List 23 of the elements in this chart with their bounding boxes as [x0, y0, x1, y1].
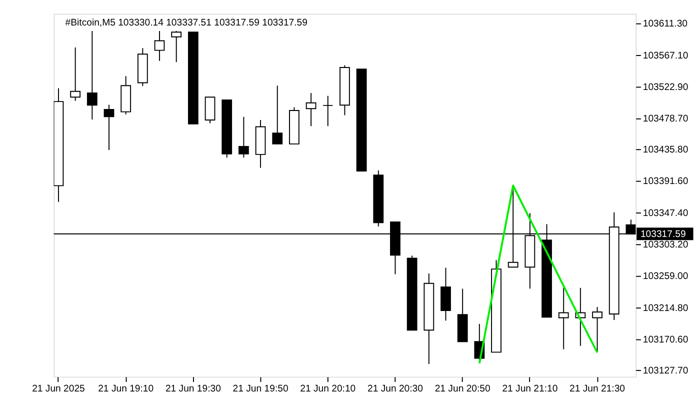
x-tick-label: 21 Jun 21:10 [502, 384, 558, 395]
y-tick-label: 103478.70 [642, 114, 688, 125]
y-tick-label: 103522.90 [642, 82, 688, 94]
y-tick-label: 103567.10 [642, 50, 688, 62]
y-tick-label: 103391.60 [642, 176, 688, 188]
x-tick-label: 21 Jun 21:30 [570, 384, 626, 395]
y-tick-label: 103435.80 [642, 144, 688, 156]
y-tick-label: 103214.80 [642, 302, 688, 314]
x-tick-label: 21 Jun 20:10 [300, 384, 356, 395]
x-tick-label: 21 Jun 20:50 [434, 384, 490, 395]
x-tick-label: 21 Jun 19:30 [165, 384, 221, 395]
y-tick-label: 103170.60 [642, 334, 688, 346]
x-tick-label: 21 Jun 19:50 [232, 384, 288, 395]
x-tick-label: 21 Jun 20:30 [367, 384, 423, 395]
y-tick-label: 103347.40 [642, 208, 688, 219]
x-tick-label: 21 Jun 19:10 [98, 384, 154, 395]
chart-title: #Bitcoin,M5 103330.14 103337.51 103317.59 103317.59 [65, 17, 308, 28]
y-tick-label: 103303.20 [642, 240, 688, 251]
y-tick-label: 103127.70 [642, 365, 688, 376]
y-tick-label: 103259.00 [642, 271, 688, 282]
ref-line-label: 103317.59 [640, 228, 686, 240]
y-tick-label: 103611.30 [642, 18, 688, 30]
x-tick-label: 21 Jun 2025 [32, 384, 85, 395]
